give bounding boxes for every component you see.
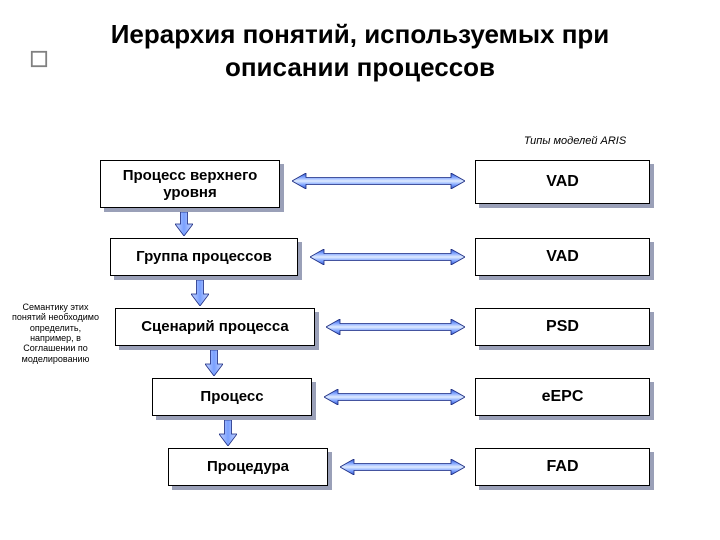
node-label: Процедура [207,458,289,475]
side-note: Семантику этих понятий необходимо опреде… [8,302,103,364]
node-label: Процесс [200,388,263,405]
page-title: Иерархия понятий, используемых при описа… [60,18,660,83]
model-type-box: PSD [475,308,650,346]
concept-box: Процесс верхнего уровня [100,160,280,208]
node-label: FAD [547,458,579,476]
horizontal-arrow-icon [324,389,465,405]
model-type-box: FAD [475,448,650,486]
model-type-box: eEPC [475,378,650,416]
sidenote-text: Семантику этих понятий необходимо опреде… [12,302,99,364]
title-bullet-icon [30,50,48,68]
concept-box: Процедура [168,448,328,486]
horizontal-arrow-icon [292,173,465,189]
node-label: Сценарий процесса [141,318,289,335]
node-label: VAD [546,248,579,266]
down-arrow-icon [219,420,237,446]
subtitle-text: Типы моделей ARIS [524,135,626,147]
concept-box: Сценарий процесса [115,308,315,346]
concept-box: Процесс [152,378,312,416]
down-arrow-icon [205,350,223,376]
model-type-box: VAD [475,160,650,204]
concept-box: Группа процессов [110,238,298,276]
horizontal-arrow-icon [340,459,465,475]
title-text: Иерархия понятий, используемых при описа… [111,19,610,82]
down-arrow-icon [191,280,209,306]
horizontal-arrow-icon [310,249,465,265]
node-label: eEPC [542,388,584,406]
horizontal-arrow-icon [326,319,465,335]
models-subtitle: Типы моделей ARIS [500,135,650,147]
node-label: VAD [546,173,579,191]
node-label: Группа процессов [136,248,272,265]
node-label: PSD [546,318,579,336]
down-arrow-icon [175,212,193,236]
node-label: Процесс верхнего уровня [101,167,279,202]
model-type-box: VAD [475,238,650,276]
